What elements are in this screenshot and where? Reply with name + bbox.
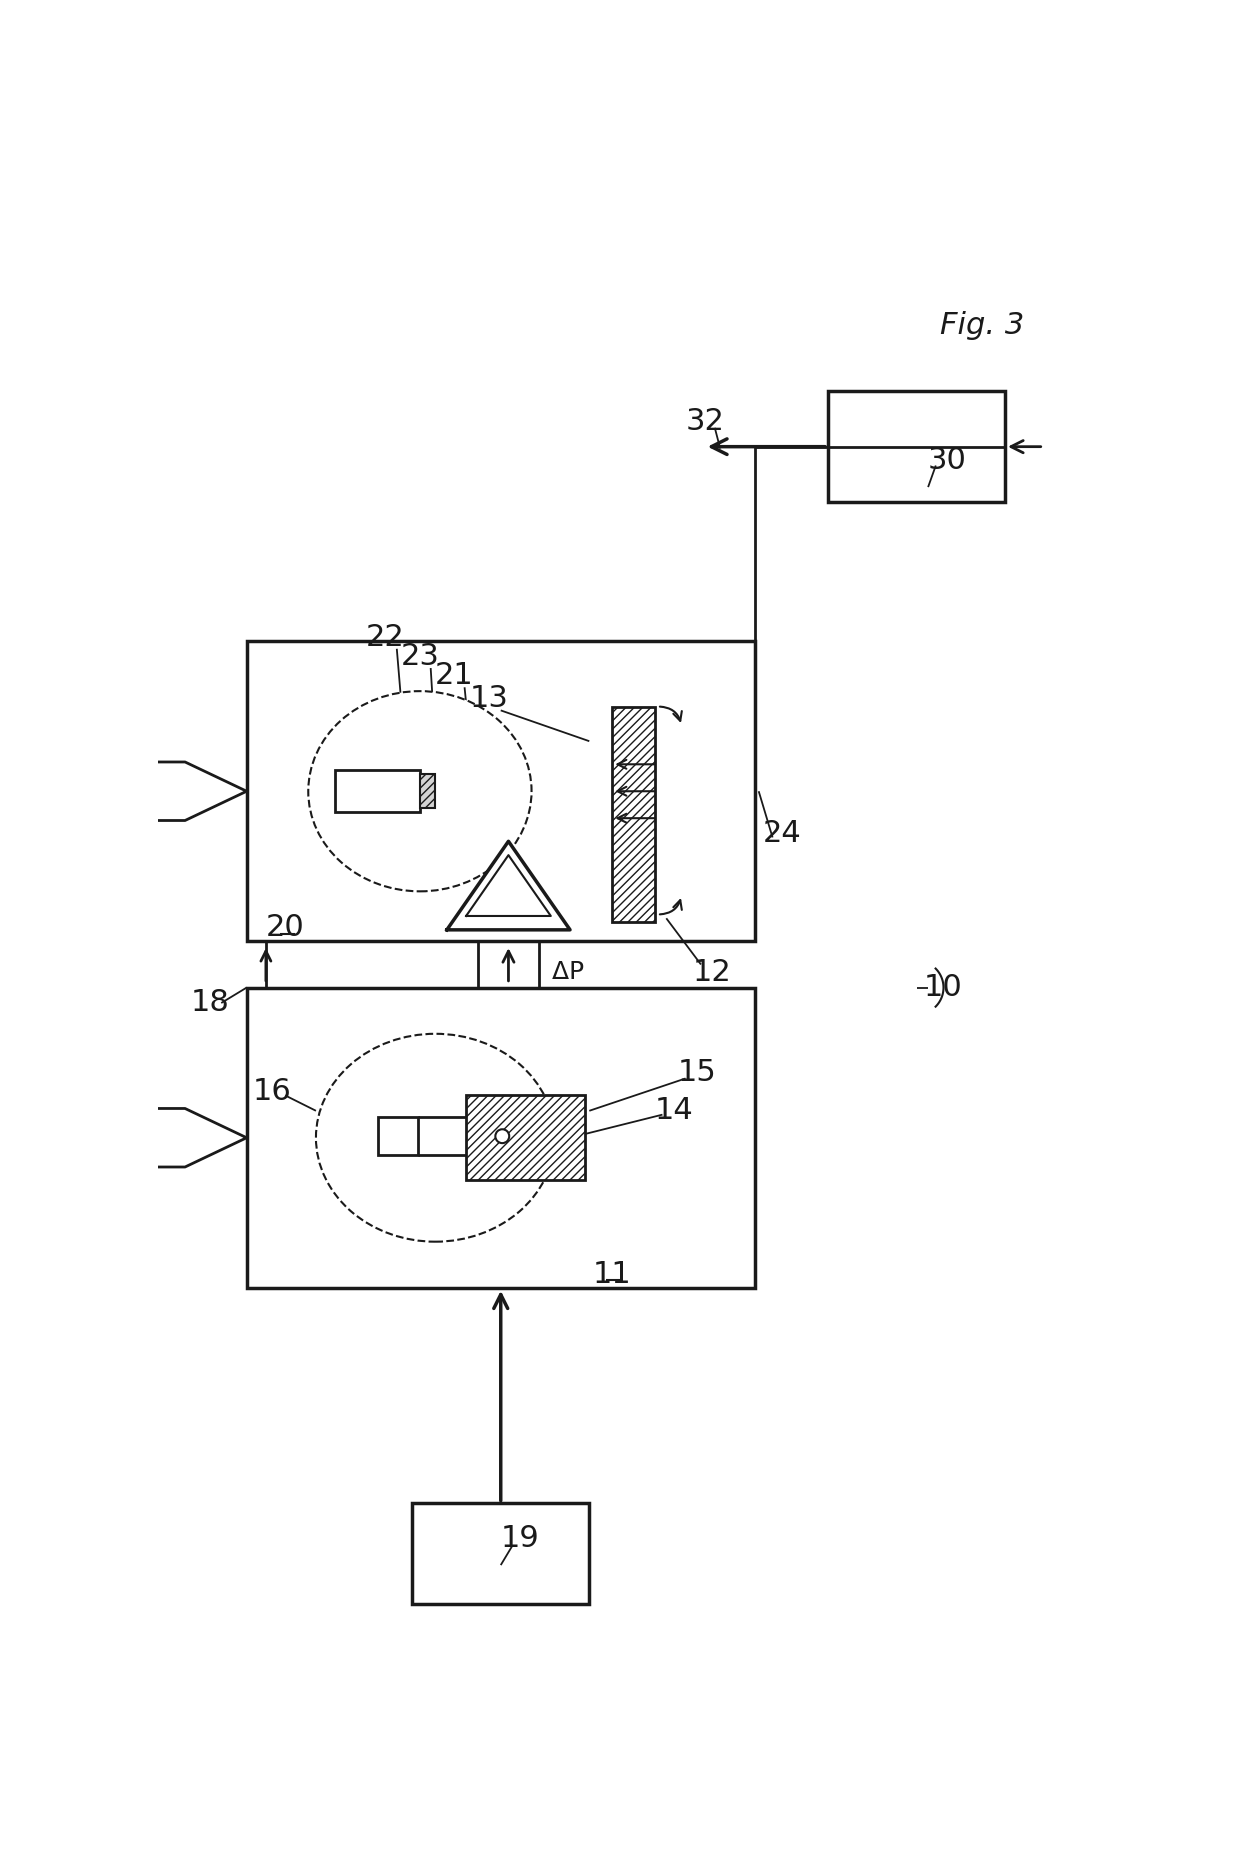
Bar: [828, 391, 1006, 503]
Ellipse shape: [316, 1035, 554, 1242]
Circle shape: [495, 1130, 510, 1143]
Text: 32: 32: [686, 408, 724, 436]
Text: 11: 11: [593, 1259, 631, 1289]
Text: 20: 20: [265, 913, 305, 941]
Text: 22: 22: [366, 623, 404, 651]
Bar: [247, 988, 755, 1287]
Text: 19: 19: [501, 1523, 539, 1553]
Bar: [247, 642, 755, 941]
Text: 24: 24: [763, 819, 801, 848]
Bar: [420, 773, 435, 808]
Text: 13: 13: [470, 685, 508, 713]
Bar: [377, 1117, 418, 1156]
Text: 23: 23: [401, 642, 439, 672]
Text: 10: 10: [924, 973, 963, 1003]
Bar: [335, 769, 420, 812]
Polygon shape: [146, 761, 247, 821]
Text: 15: 15: [678, 1057, 717, 1087]
Text: 21: 21: [435, 660, 474, 690]
Text: P1: P1: [170, 778, 201, 803]
Text: 12: 12: [693, 958, 732, 986]
Text: $\Delta$P: $\Delta$P: [551, 960, 584, 984]
Text: Fig. 3: Fig. 3: [940, 311, 1024, 341]
Text: 30: 30: [928, 445, 967, 475]
Polygon shape: [446, 842, 570, 930]
Ellipse shape: [309, 690, 532, 891]
Text: 16: 16: [253, 1078, 291, 1106]
Bar: [613, 707, 655, 922]
Text: P2: P2: [170, 1126, 201, 1151]
Text: 14: 14: [655, 1096, 693, 1124]
Polygon shape: [146, 1108, 247, 1168]
Text: 18: 18: [191, 988, 229, 1018]
Bar: [466, 1095, 585, 1181]
Bar: [412, 1504, 589, 1603]
